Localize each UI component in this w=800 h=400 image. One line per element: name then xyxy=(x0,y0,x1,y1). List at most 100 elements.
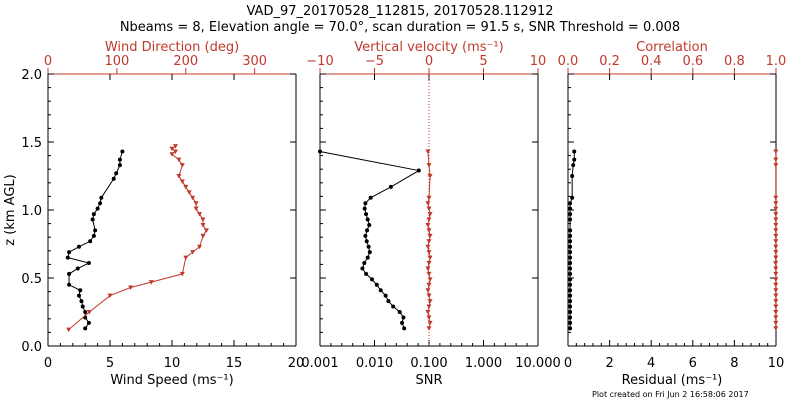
primary-point xyxy=(75,266,80,271)
primary-point xyxy=(98,201,103,206)
secondary-point xyxy=(426,304,432,310)
secondary-point xyxy=(773,233,779,239)
panel-2: 0.001 0.010 0.100 1.000 10.000 −10 −5 0 5 10 SNR Ve… xyxy=(301,40,560,388)
primary-point xyxy=(120,149,125,154)
primary-point xyxy=(568,320,573,325)
y-axis-title: z (km AGL) xyxy=(3,174,18,245)
primary-point xyxy=(83,326,88,331)
secondary-point xyxy=(172,149,178,155)
primary-point xyxy=(568,206,573,211)
secondary-point xyxy=(197,212,203,217)
primary-point xyxy=(86,320,91,325)
primary-point xyxy=(366,244,371,249)
x2-tick-label: 1.0 xyxy=(766,54,787,69)
primary-point xyxy=(363,233,368,238)
primary-point xyxy=(388,184,393,189)
x2-tick-label: −10 xyxy=(306,54,333,69)
primary-point xyxy=(78,288,83,293)
secondary-point xyxy=(86,310,92,315)
secondary-point xyxy=(193,201,199,206)
x-tick-label: 10.000 xyxy=(515,356,561,371)
secondary-point xyxy=(427,174,433,179)
secondary-point xyxy=(425,201,431,206)
primary-point xyxy=(568,288,573,293)
secondary-point xyxy=(425,266,431,271)
x2-tick-label: 0 xyxy=(425,54,433,69)
secondary-point xyxy=(179,271,185,277)
primary-point xyxy=(391,304,396,309)
y-tick-label: 0.0 xyxy=(21,340,42,355)
x2-tick-label: 200 xyxy=(173,54,198,69)
secondary-point xyxy=(200,222,206,228)
primary-point xyxy=(93,228,98,233)
secondary-point xyxy=(426,217,432,223)
primary-point xyxy=(95,206,100,211)
primary-point xyxy=(364,239,369,244)
x-tick-label: 10 xyxy=(164,356,181,371)
primary-point xyxy=(111,176,116,181)
secondary-point xyxy=(427,233,433,239)
secondary-point xyxy=(773,157,779,163)
primary-point xyxy=(364,271,369,276)
secondary-point xyxy=(148,280,154,285)
primary-point xyxy=(568,261,573,266)
x2-tick-label: 300 xyxy=(242,54,267,69)
plot-created-footer: Plot created on Fri Jun 2 16:58:06 2017 xyxy=(592,390,749,399)
secondary-point xyxy=(107,293,113,299)
primary-point xyxy=(117,163,122,168)
primary-point xyxy=(80,304,85,309)
x-tick-label: 10 xyxy=(768,356,785,371)
primary-point xyxy=(568,271,573,276)
primary-point xyxy=(362,206,367,211)
primary-point xyxy=(386,299,391,304)
secondary-point xyxy=(773,261,779,266)
primary-point xyxy=(79,299,84,304)
primary-point xyxy=(568,299,573,304)
secondary-point xyxy=(190,195,196,201)
secondary-point xyxy=(426,261,432,266)
secondary-point xyxy=(425,222,431,228)
secondary-point xyxy=(425,149,431,155)
secondary-point xyxy=(773,239,779,244)
secondary-point xyxy=(773,255,779,261)
secondary-point xyxy=(773,163,779,168)
secondary-point xyxy=(773,244,779,250)
x2-tick-label: 0.6 xyxy=(682,54,703,69)
secondary-point xyxy=(179,179,185,184)
x-tick-label: 0.100 xyxy=(410,356,447,371)
secondary-point xyxy=(172,144,178,149)
secondary-point xyxy=(773,250,779,255)
x-axis-title: Wind Speed (ms⁻¹) xyxy=(110,373,233,388)
primary-point xyxy=(91,233,96,238)
x2-tick-label: 0.4 xyxy=(641,54,662,69)
secondary-point xyxy=(773,304,779,310)
x-tick-label: 15 xyxy=(226,356,243,371)
primary-point xyxy=(568,255,573,260)
secondary-point xyxy=(426,250,432,255)
secondary-point xyxy=(426,282,432,288)
x-axis-title: Residual (ms⁻¹) xyxy=(622,373,723,388)
primary-point xyxy=(568,201,573,206)
secondary-point xyxy=(425,288,431,293)
x2-tick-label: −5 xyxy=(365,54,384,69)
secondary-point xyxy=(427,277,433,282)
secondary-point xyxy=(773,212,779,217)
x-tick-label: 1.000 xyxy=(465,356,502,371)
secondary-point xyxy=(773,195,779,201)
secondary-point xyxy=(426,228,432,233)
primary-point xyxy=(568,212,573,217)
primary-point xyxy=(86,261,91,266)
primary-point xyxy=(88,239,93,244)
primary-point xyxy=(568,244,573,249)
secondary-point xyxy=(773,201,779,206)
secondary-point xyxy=(66,327,72,333)
secondary-point xyxy=(426,326,432,331)
primary-point xyxy=(65,255,70,260)
secondary-point xyxy=(427,299,433,304)
secondary-point xyxy=(197,244,203,250)
x-tick-label: 4 xyxy=(647,356,655,371)
primary-point xyxy=(67,250,72,255)
primary-series-line xyxy=(319,151,421,329)
primary-point xyxy=(318,149,322,154)
